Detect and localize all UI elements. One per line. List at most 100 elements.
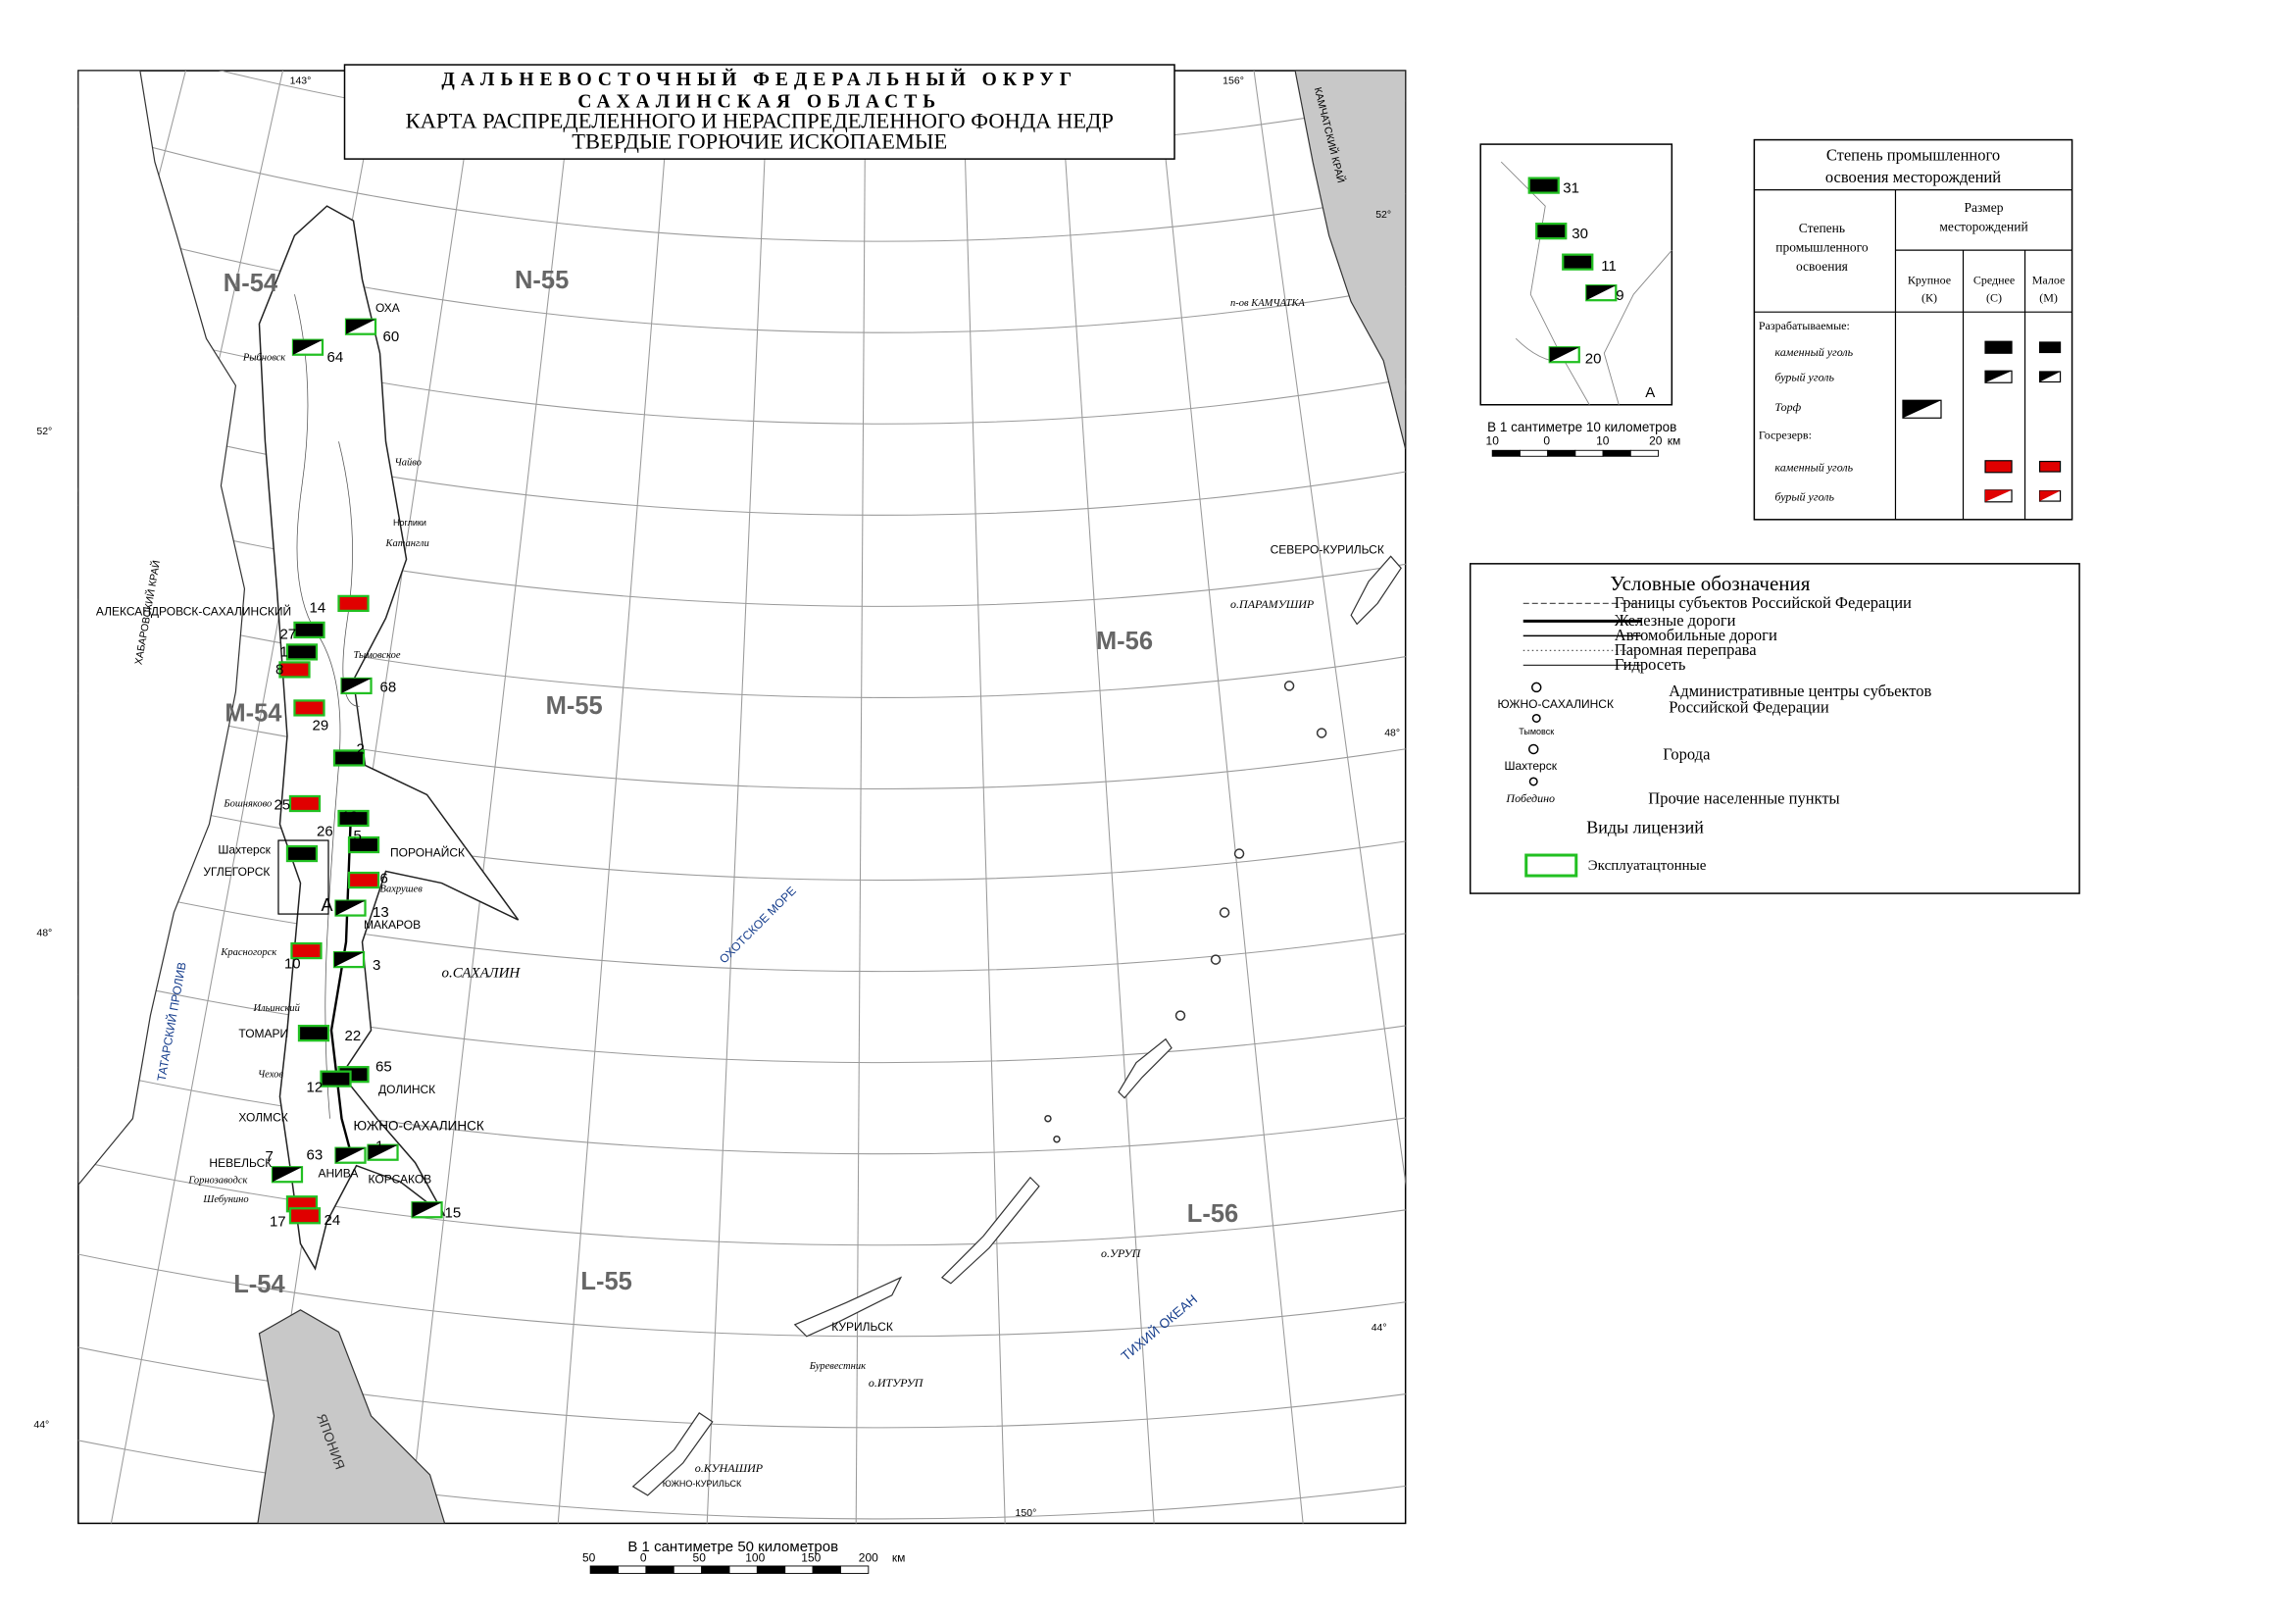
deposit-marker <box>2038 371 2062 383</box>
mainland <box>77 71 246 1187</box>
table-row-header: освоения <box>1796 259 1848 274</box>
marker-fill <box>1984 460 2013 474</box>
deposit-marker <box>288 794 322 813</box>
marker-fill <box>332 749 366 767</box>
deposit-marker <box>334 1146 367 1164</box>
inset-label: A <box>1645 384 1655 401</box>
legend-title: Условные обозначения <box>1610 572 1811 595</box>
place-label: Красногорск <box>220 947 276 958</box>
legend-admin-sample: ЮЖНО-САХАЛИНСК <box>1498 697 1614 711</box>
scale-tick-label: 200 <box>859 1550 878 1564</box>
marker-half <box>368 1144 398 1160</box>
scale-tick-label: 150 <box>801 1550 821 1564</box>
legend-village-text: Прочие населенные пункты <box>1648 788 1839 807</box>
table-column-header: Малое <box>2032 274 2066 287</box>
deposit-number: 25 <box>274 796 290 813</box>
table-column-header: (К) <box>1922 291 1937 305</box>
place-label: ТОМАРИ <box>238 1027 288 1040</box>
deposit-number: 17 <box>270 1213 286 1230</box>
graticule-label: 156° <box>1223 76 1244 87</box>
deposit-marker <box>288 1207 322 1225</box>
place-label: МАКАРОВ <box>364 918 421 932</box>
place-label: Ильинский <box>252 1003 300 1014</box>
title-box <box>343 64 1175 160</box>
paramushir <box>1350 555 1402 626</box>
deposit-marker <box>1984 340 2013 354</box>
deposit-marker <box>411 1201 443 1219</box>
graticule-label: 48° <box>36 928 52 939</box>
deposit-marker <box>271 1166 304 1184</box>
place-label: ПОРОНАЙСК <box>390 845 465 860</box>
sheet-label: M-56 <box>1096 628 1153 655</box>
sheet-label: L-56 <box>1187 1200 1238 1228</box>
deposit-number: 29 <box>312 717 328 734</box>
deposit-number: 14 <box>309 599 325 616</box>
marker-half <box>1985 489 2013 502</box>
scale-segment <box>784 1565 814 1574</box>
scale-caption: В 1 сантиметре 50 километров <box>627 1539 838 1555</box>
scale-segment <box>812 1565 841 1574</box>
marker-half <box>1902 400 1941 419</box>
place-label: о.ПАРАМУШИР <box>1230 597 1315 611</box>
marker-fill <box>347 835 380 854</box>
marker-half <box>1985 371 2013 383</box>
place-label: Катангли <box>385 538 429 549</box>
legend-line-label: Железные дороги <box>1615 611 1736 630</box>
sheet-label: L-54 <box>233 1271 285 1298</box>
place-label: УГЛЕГОРСК <box>203 865 270 879</box>
sheet-label: N-55 <box>515 267 569 294</box>
marker-fill <box>337 809 370 828</box>
inset-scale-segment <box>1574 449 1604 457</box>
marker-fill <box>320 1070 352 1088</box>
graticule-label: 44° <box>33 1419 49 1431</box>
marker-fill <box>347 871 380 889</box>
deposit-marker <box>347 835 380 854</box>
kunashir <box>631 1412 714 1496</box>
place-label: Рыбновск <box>242 353 285 364</box>
scale-tick-label: 100 <box>745 1550 765 1564</box>
legend-license-title: Виды лицензий <box>1586 818 1704 837</box>
deposit-number: 12 <box>306 1080 323 1096</box>
deposit-marker <box>332 950 366 969</box>
marker-fill <box>278 661 311 679</box>
place-label: Чайво <box>395 457 422 468</box>
deposit-number: 60 <box>383 329 400 345</box>
graticule-label: 150° <box>1016 1507 1037 1519</box>
table-title: освоения месторождений <box>1825 168 2001 186</box>
place-label: о.САХАЛИН <box>442 966 522 982</box>
hokkaido <box>257 1309 446 1524</box>
marker-fill <box>285 643 319 661</box>
island <box>1219 907 1230 918</box>
deposit-marker <box>347 871 380 889</box>
scale-segment <box>701 1565 730 1574</box>
graticule-label: 48° <box>1384 727 1400 738</box>
inset-scale-segment <box>1491 449 1521 457</box>
inset-deposit-number: 9 <box>1616 287 1623 304</box>
admin-symbol-small <box>1531 713 1541 723</box>
table-row-header: промышленного <box>1775 240 1869 255</box>
deposit-number: 5 <box>354 828 362 844</box>
legend-admin-sample-small: Тымовск <box>1519 727 1554 736</box>
marker-fill <box>290 941 323 960</box>
island <box>1316 728 1327 738</box>
place-label: Бошняково <box>223 798 272 809</box>
table-column-header: (С) <box>1986 291 2002 305</box>
island <box>1233 848 1245 859</box>
table-size-header: Размер <box>1965 200 2004 215</box>
deposit-marker <box>332 749 366 767</box>
deposit-number: 19 <box>342 809 359 826</box>
island <box>1210 954 1222 965</box>
deposit-number: 8 <box>275 661 283 678</box>
marker-half <box>346 319 376 334</box>
place-label: о.ИТУРУП <box>869 1376 924 1390</box>
legend-line-label: Автомобильные дороги <box>1615 626 1777 644</box>
place-label: Тымовское <box>354 650 401 661</box>
table-column-header: Среднее <box>1973 274 2015 287</box>
marker-fill <box>1984 340 2013 354</box>
inset-scale-caption: В 1 сантиметре 10 километров <box>1487 420 1676 434</box>
place-label: Шебунино <box>202 1194 248 1205</box>
deposit-marker <box>278 661 311 679</box>
table-column-header: (М) <box>2039 291 2058 305</box>
inset-deposit-number: 30 <box>1572 226 1588 242</box>
scale-segment <box>756 1565 786 1574</box>
